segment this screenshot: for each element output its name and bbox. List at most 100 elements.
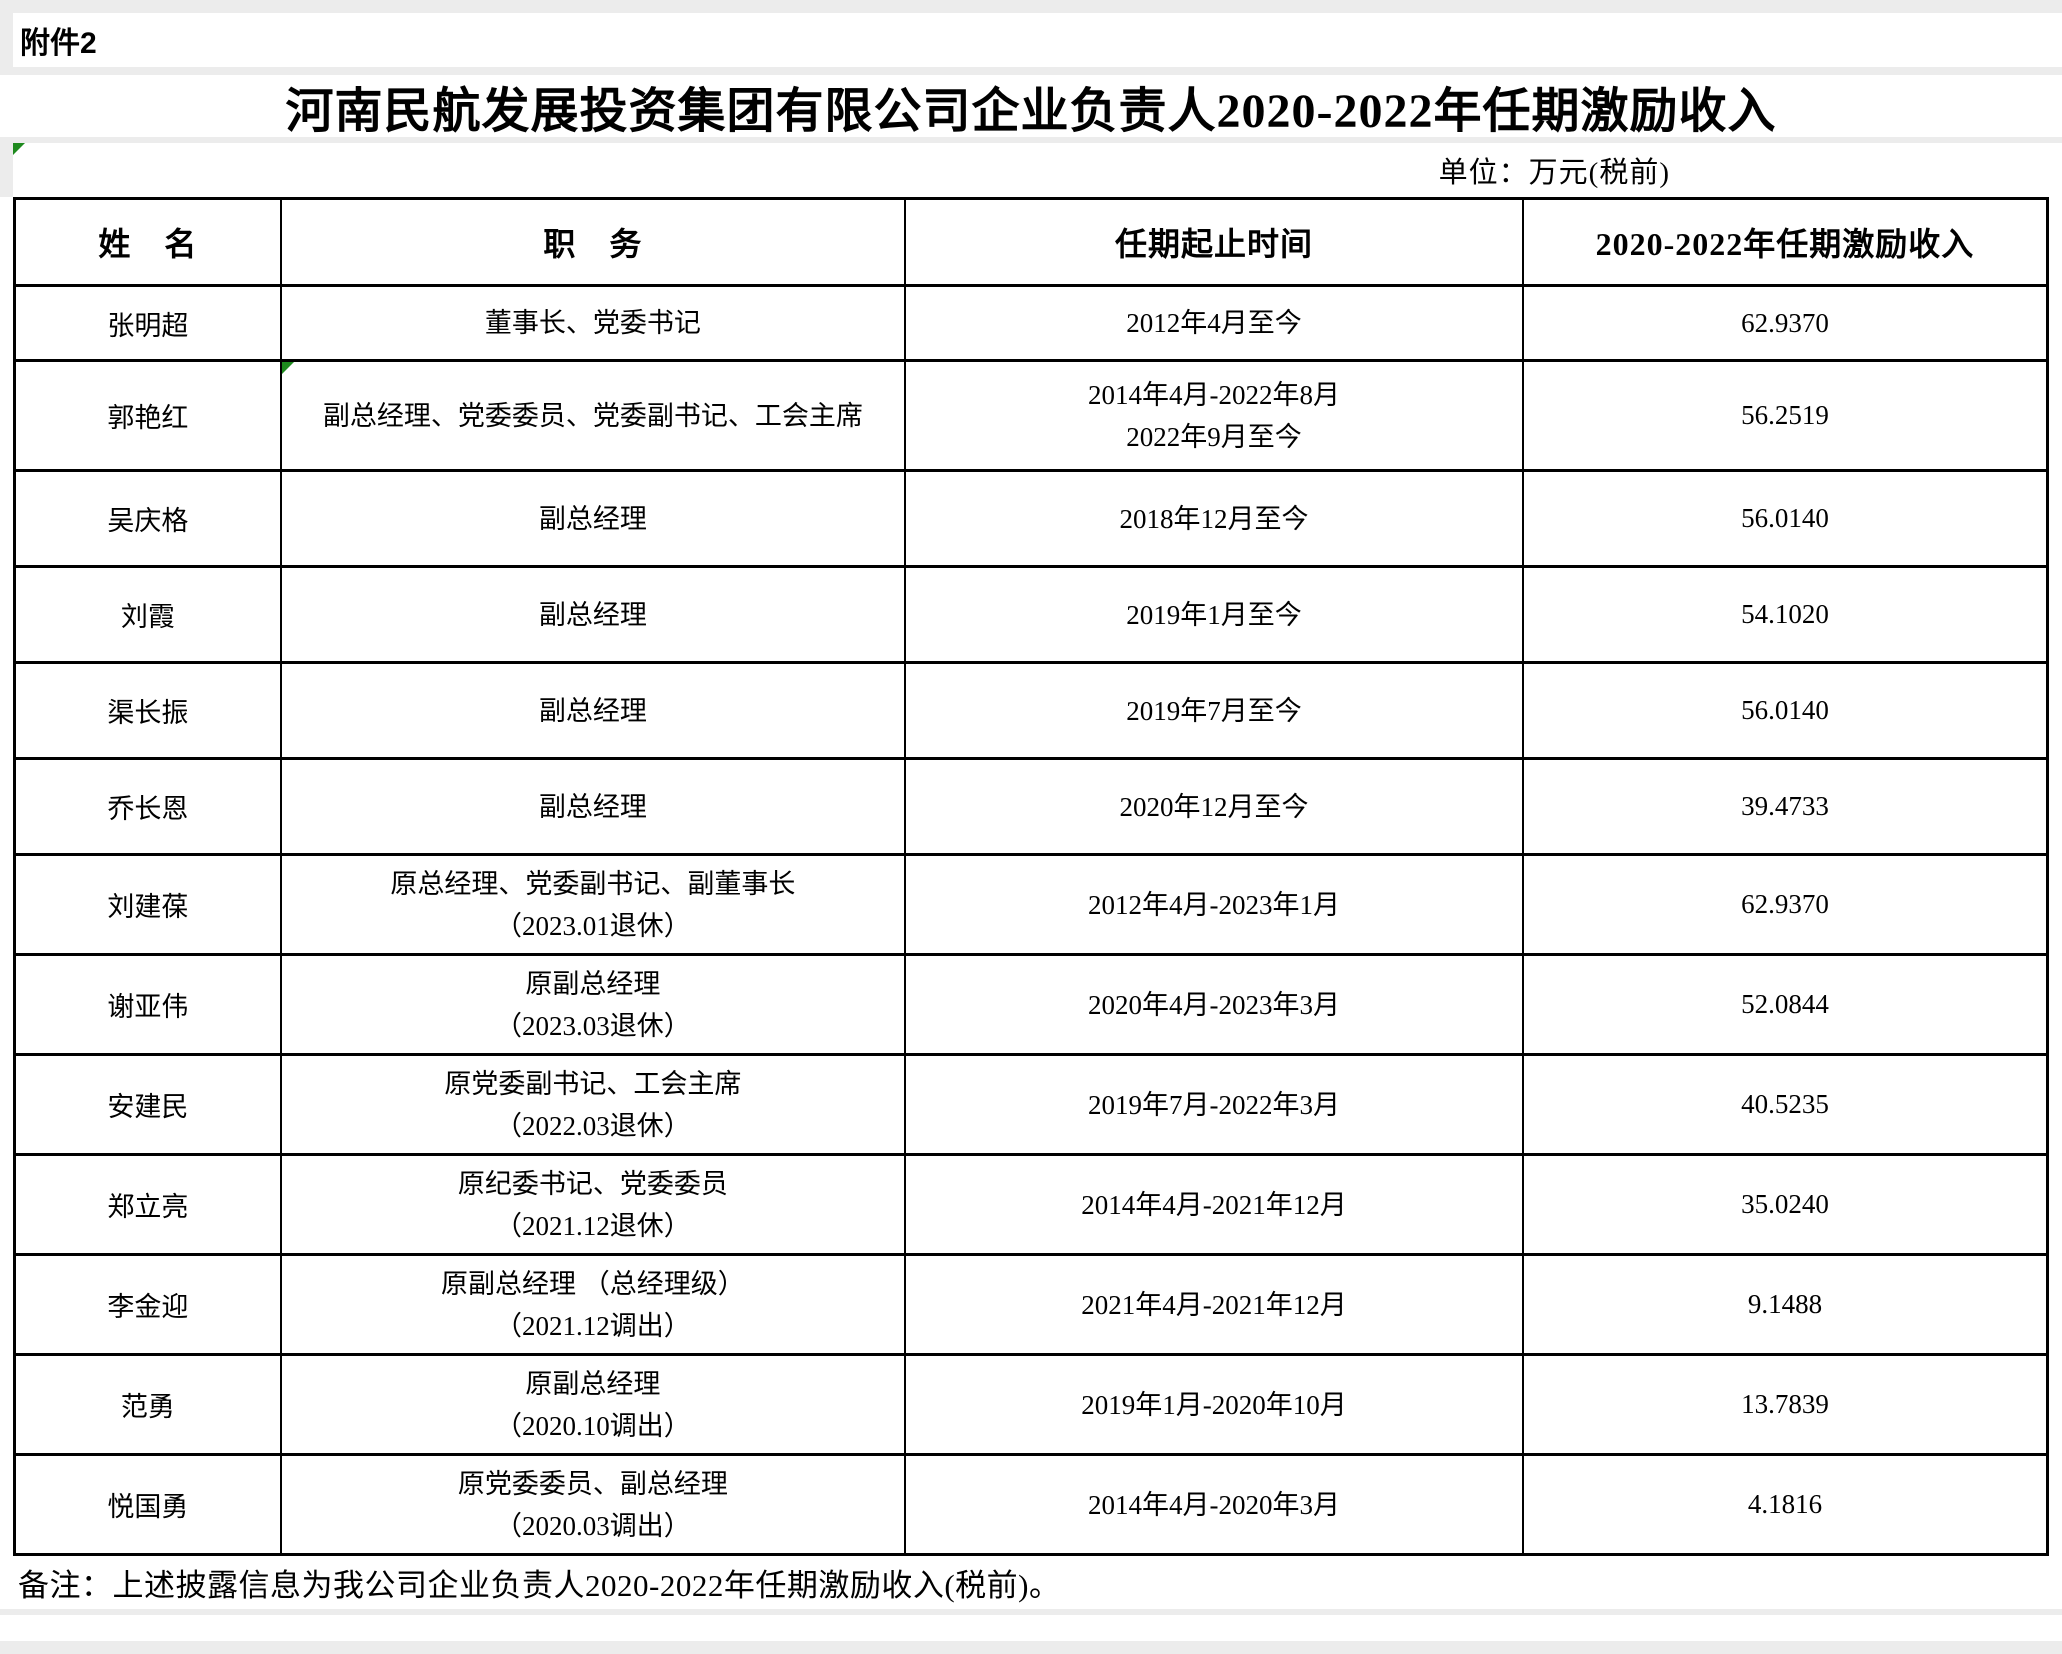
table-row: 乔长恩 副总经理 2020年12月至今 39.4733: [13, 757, 2049, 856]
unit-label-row: 单位：万元(税前): [0, 143, 2062, 197]
term-line: 2021年4月-2021年12月: [1081, 1289, 1347, 1320]
position-line: 原党委副书记、工会主席: [444, 1068, 742, 1099]
position-line: 副总经理: [538, 599, 647, 630]
term-line: 2014年4月-2020年3月: [1087, 1489, 1340, 1520]
table-header: 姓 名 职 务 任期起止时间 2020-2022年任期激励收入: [13, 197, 2049, 287]
cell-name: 郑立亮: [13, 1153, 282, 1256]
cell-income: 62.9370: [1521, 284, 2049, 362]
position-line: 副总经理: [538, 503, 647, 534]
cell-name: 刘建葆: [13, 853, 282, 956]
cell-income: 56.0140: [1521, 469, 2049, 568]
position-line: （2021.12退休）: [495, 1210, 691, 1241]
document-title: 河南民航发展投资集团有限公司企业负责人2020-2022年任期激励收入: [285, 85, 1777, 138]
cell-income: 40.5235: [1521, 1053, 2049, 1156]
position-line: 副总经理、党委委员、党委副书记、工会主席: [322, 400, 863, 431]
header-name: 姓 名: [13, 197, 282, 287]
position-line: （2023.01退休）: [495, 910, 691, 941]
cell-term: 2014年4月-2022年8月 2022年9月至今: [903, 359, 1524, 472]
table-row: 谢亚伟 原副总经理 （2023.03退休） 2020年4月-2023年3月 52.084…: [13, 953, 2049, 1056]
top-margin-strip: [0, 0, 2062, 13]
header-income: 2020-2022年任期激励收入: [1521, 197, 2049, 287]
cell-error-marker-icon: [282, 363, 294, 374]
cell-position: 原副总经理 （2023.03退休）: [279, 953, 906, 1056]
cell-position: 原纪委书记、党委委员 （2021.12退休）: [279, 1153, 906, 1256]
cell-income: 9.1488: [1521, 1253, 2049, 1356]
table-row: 范勇 原副总经理 （2020.10调出） 2019年1月-2020年10月 13.783…: [13, 1353, 2049, 1456]
table-row: 郭艳红 副总经理、党委委员、党委副书记、工会主席 2014年4月-2022年8月 20…: [13, 359, 2049, 472]
term-line: 2019年1月至今: [1126, 599, 1302, 630]
cell-name: 谢亚伟: [13, 953, 282, 1056]
cell-income: 4.1816: [1521, 1453, 2049, 1556]
cell-income: 62.9370: [1521, 853, 2049, 956]
cell-income: 39.4733: [1521, 757, 2049, 856]
note-row: 备注：上述披露信息为我公司企业负责人2020-2022年任期激励收入(税前)。: [0, 1556, 2062, 1609]
cell-term: 2019年1月至今: [903, 565, 1524, 664]
cell-error-marker-icon: [13, 143, 25, 155]
divider-strip: [0, 1609, 2062, 1615]
table-row: 刘建葆 原总经理、党委副书记、副董事长 （2023.01退休） 2012年4月-202…: [13, 853, 2049, 956]
term-line: 2018年12月至今: [1119, 503, 1309, 534]
table-header-row: 姓 名 职 务 任期起止时间 2020-2022年任期激励收入: [13, 197, 2049, 287]
term-line: 2019年7月-2022年3月: [1087, 1089, 1340, 1120]
position-line: 原总经理、党委副书记、副董事长: [390, 868, 796, 899]
cell-term: 2019年1月-2020年10月: [903, 1353, 1524, 1456]
cell-position: 原副总经理 （2020.10调出）: [279, 1353, 906, 1456]
unit-label: 单位：万元(税前): [1438, 157, 1670, 189]
document-title-row: 河南民航发展投资集团有限公司企业负责人2020-2022年任期激励收入: [0, 75, 2062, 138]
position-line: 原党委委员、副总经理: [457, 1468, 728, 1499]
cell-name: 安建民: [13, 1053, 282, 1156]
position-line: 原纪委书记、党委委员: [457, 1168, 728, 1199]
cell-term: 2019年7月至今: [903, 661, 1524, 760]
cell-position: 原副总经理 （总经理级） （2021.12调出）: [279, 1253, 906, 1356]
cell-term: 2012年4月至今: [903, 284, 1524, 362]
position-line: （2022.03退休）: [495, 1110, 691, 1141]
position-line: （2023.03退休）: [495, 1010, 691, 1041]
cell-position: 原总经理、党委副书记、副董事长 （2023.01退休）: [279, 853, 906, 956]
cell-position: 原党委副书记、工会主席 （2022.03退休）: [279, 1053, 906, 1156]
divider-strip: [0, 137, 2062, 143]
cell-income: 54.1020: [1521, 565, 2049, 664]
bottom-margin-strip: [0, 1641, 2062, 1654]
table-row: 张明超 董事长、党委书记 2012年4月至今 62.9370: [13, 284, 2049, 362]
cell-income: 35.0240: [1521, 1153, 2049, 1256]
cell-term: 2014年4月-2021年12月: [903, 1153, 1524, 1256]
cell-income: 52.0844: [1521, 953, 2049, 1056]
table-row: 吴庆格 副总经理 2018年12月至今 56.0140: [13, 469, 2049, 568]
table-body: 张明超 董事长、党委书记 2012年4月至今 62.9370 郭艳红 副总经理、党委委员、…: [13, 284, 2049, 1556]
term-line: 2014年4月-2022年8月: [1087, 379, 1340, 410]
cell-name: 吴庆格: [13, 469, 282, 568]
term-line: 2012年4月-2023年1月: [1087, 889, 1340, 920]
cell-term: 2019年7月-2022年3月: [903, 1053, 1524, 1156]
attachment-label: 附件2: [20, 27, 97, 60]
cell-position: 原党委委员、副总经理 （2020.03调出）: [279, 1453, 906, 1556]
header-term: 任期起止时间: [903, 197, 1524, 287]
position-line: （2021.12调出）: [495, 1310, 691, 1341]
table-row: 刘霞 副总经理 2019年1月至今 54.1020: [13, 565, 2049, 664]
position-line: 原副总经理: [525, 1368, 661, 1399]
cell-name: 渠长振: [13, 661, 282, 760]
cell-name: 乔长恩: [13, 757, 282, 856]
note-text: 备注：上述披露信息为我公司企业负责人2020-2022年任期激励收入(税前)。: [18, 1568, 1061, 1603]
position-line: （2020.03调出）: [495, 1510, 691, 1541]
position-line: 原副总经理: [525, 968, 661, 999]
term-line: 2020年12月至今: [1119, 791, 1309, 822]
cell-position: 副总经理: [279, 661, 906, 760]
cell-name: 李金迎: [13, 1253, 282, 1356]
cell-name: 刘霞: [13, 565, 282, 664]
cell-name: 悦国勇: [13, 1453, 282, 1556]
table-row: 悦国勇 原党委委员、副总经理 （2020.03调出） 2014年4月-2020年3月 4…: [13, 1453, 2049, 1556]
cell-position: 董事长、党委书记: [279, 284, 906, 362]
divider-strip: [0, 67, 2062, 75]
table-row: 安建民 原党委副书记、工会主席 （2022.03退休） 2019年7月-2022年3月…: [13, 1053, 2049, 1156]
term-line: 2019年1月-2020年10月: [1081, 1389, 1347, 1420]
position-line: 副总经理: [538, 695, 647, 726]
term-line: 2019年7月至今: [1126, 695, 1302, 726]
position-line: 董事长、党委书记: [484, 308, 701, 338]
cell-term: 2018年12月至今: [903, 469, 1524, 568]
blank-row: [0, 1615, 2062, 1641]
header-position: 职 务: [279, 197, 906, 287]
table-row: 渠长振 副总经理 2019年7月至今 56.0140: [13, 661, 2049, 760]
term-line: 2012年4月至今: [1126, 308, 1302, 338]
term-line: 2022年9月至今: [1126, 421, 1302, 452]
